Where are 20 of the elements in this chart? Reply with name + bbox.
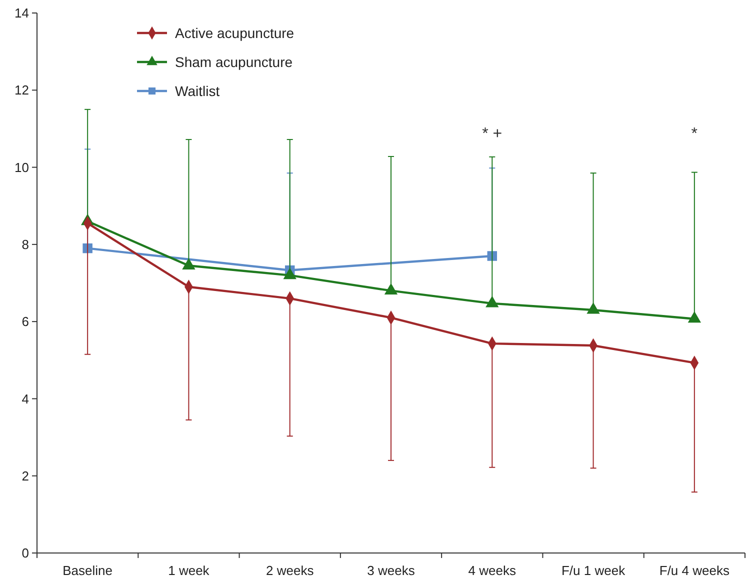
y-tick-label: 12 [14,82,29,98]
y-tick-label: 0 [22,546,29,561]
y-tick-label: 2 [22,468,29,484]
x-tick-label: 3 weeks [367,563,416,578]
x-tick-label: 4 weeks [468,563,516,578]
y-tick-label: 14 [14,6,29,21]
y-tick-label: 4 [22,391,29,406]
legend-label: Sham acupuncture [175,54,293,70]
y-tick-label: 6 [22,314,29,330]
x-tick-label: 1 week [168,563,210,578]
x-tick-label: 2 weeks [266,563,314,578]
y-tick-label: 8 [22,236,29,252]
annotation: * + [482,125,502,142]
y-tick-label: 10 [14,160,29,175]
x-tick-label: F/u 4 weeks [659,563,730,578]
legend-label: Active acupuncture [175,24,294,41]
legend-label: Waitlist [175,82,220,99]
x-tick-label: Baseline [62,563,113,578]
annotation: * [691,125,698,142]
x-tick-label: F/u 1 week [561,563,626,578]
